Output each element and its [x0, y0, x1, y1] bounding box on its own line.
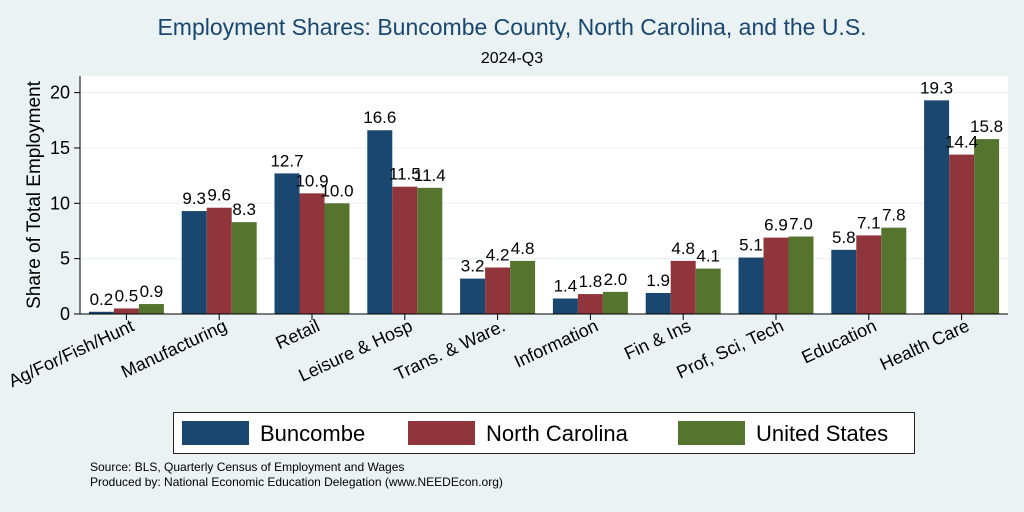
bar-north-carolina-retail	[299, 193, 325, 314]
data-label-buncombe-health-care: 19.3	[920, 78, 953, 97]
legend: Buncombe North Carolina United States	[173, 412, 915, 454]
bar-north-carolina-manufacturing	[206, 207, 232, 314]
data-label-united-states-fin-ins: 4.1	[696, 247, 720, 266]
legend-label-buncombe: Buncombe	[260, 421, 366, 446]
data-label-united-states-retail: 10.0	[320, 181, 353, 200]
bar-united-states-leisure-hosp	[417, 187, 443, 314]
data-label-united-states-health-care: 15.8	[970, 117, 1003, 136]
x-tick-label-education: Education	[798, 315, 879, 367]
bar-united-states-health-care	[974, 139, 1000, 314]
data-label-buncombe-retail: 12.7	[270, 151, 303, 170]
data-label-north-carolina-education: 7.1	[857, 213, 881, 232]
data-label-north-carolina-prof-sci-tech: 6.9	[764, 216, 788, 235]
data-label-buncombe-prof-sci-tech: 5.1	[739, 236, 763, 255]
bar-united-states-prof-sci-tech	[788, 236, 814, 314]
legend-swatch-buncombe	[182, 421, 249, 445]
bar-united-states-manufacturing	[231, 222, 257, 314]
bar-north-carolina-education	[856, 235, 882, 314]
x-tick-label-prof-sci-tech: Prof, Sci, Tech	[673, 315, 786, 382]
chart-subtitle: 2024-Q3	[480, 50, 544, 67]
data-label-north-carolina-information: 1.8	[579, 272, 603, 291]
data-label-north-carolina-leisure-hosp: 11.5	[389, 165, 421, 184]
bar-buncombe-education	[831, 249, 857, 314]
bar-chart: 0.2 0.5 0.9 9.3 9.68.3 12.710.910.0 16.6 11.511…	[5, 76, 1008, 391]
chart-notes: Source: BLS, Quarterly Census of Employm…	[90, 460, 503, 490]
data-label-united-states-leisure-hosp: 11.4	[414, 166, 446, 185]
bar-united-states-fin-ins	[695, 268, 721, 314]
bar-buncombe-information	[552, 298, 578, 314]
bar-united-states-trans-ware	[510, 260, 536, 314]
y-tick-label: 20	[50, 83, 70, 103]
data-label-united-states-prof-sci-tech: 7.0	[789, 215, 813, 234]
data-label-north-carolina-fin-ins: 4.8	[671, 239, 695, 258]
bar-north-carolina-health-care	[949, 154, 975, 314]
x-tick-label-information: Information	[511, 315, 601, 371]
legend-swatch-north-carolina	[408, 421, 475, 445]
data-label-buncombe-manufacturing: 9.3	[182, 189, 206, 208]
x-tick-label-retail: Retail	[273, 315, 323, 353]
x-tick-label-fin-ins: Fin & Ins	[621, 315, 694, 363]
data-label-north-carolina-retail: 10.9	[295, 171, 328, 190]
data-label-buncombe-ag-for-fish-hunt: 0.2	[90, 290, 114, 309]
data-label-buncombe-leisure-hosp: 16.6	[363, 108, 396, 127]
y-tick-label: 5	[60, 249, 70, 269]
data-label-buncombe-education: 5.8	[832, 228, 856, 247]
data-label-united-states-manufacturing: 8.3	[232, 200, 256, 219]
bar-united-states-retail	[324, 203, 350, 314]
bar-buncombe-ag-for-fish-hunt	[88, 311, 114, 314]
data-label-buncombe-trans-ware: 3.2	[461, 257, 485, 276]
data-label-united-states-education: 7.8	[882, 206, 906, 225]
source-note: Source: BLS, Quarterly Census of Employm…	[90, 460, 405, 474]
y-tick-label: 0	[60, 304, 70, 324]
bar-united-states-ag-for-fish-hunt	[138, 304, 164, 314]
chart-title: Employment Shares: Buncombe County, Nort…	[157, 14, 867, 40]
bar-united-states-education	[881, 227, 907, 314]
data-label-north-carolina-manufacturing: 9.6	[207, 186, 231, 205]
produced-by-note: Produced by: National Economic Education…	[90, 475, 503, 489]
data-label-united-states-information: 2.0	[604, 270, 628, 289]
x-tick-label-manufacturing: Manufacturing	[118, 315, 230, 381]
bars	[88, 100, 1000, 314]
bar-united-states-information	[602, 291, 628, 314]
bar-buncombe-trans-ware	[460, 278, 486, 314]
data-label-united-states-ag-for-fish-hunt: 0.9	[140, 282, 164, 301]
x-tick-label-health-care: Health Care	[877, 315, 973, 374]
bar-north-carolina-information	[577, 294, 603, 314]
bar-north-carolina-trans-ware	[485, 267, 511, 314]
bar-north-carolina-fin-ins	[670, 260, 696, 314]
data-label-buncombe-information: 1.4	[554, 277, 578, 296]
y-axis-label: Share of Total Employment	[24, 80, 45, 308]
bar-north-carolina-prof-sci-tech	[763, 237, 789, 314]
bar-buncombe-fin-ins	[645, 292, 671, 314]
bar-north-carolina-leisure-hosp	[392, 186, 418, 314]
x-tick-label-ag-for-fish-hunt: Ag/For/Fish/Hunt	[5, 315, 137, 391]
data-label-north-carolina-trans-ware: 4.2	[486, 246, 510, 265]
legend-label-north-carolina: North Carolina	[486, 421, 628, 446]
legend-swatch-united-states	[678, 421, 745, 445]
data-label-united-states-trans-ware: 4.8	[511, 239, 535, 258]
y-tick-label: 10	[50, 193, 70, 213]
bar-buncombe-prof-sci-tech	[738, 257, 764, 314]
bar-buncombe-retail	[274, 173, 300, 314]
y-tick-label: 15	[50, 138, 70, 158]
y-ticks: 0 5 10 15 20	[50, 83, 80, 324]
bar-labels: 0.2 0.5 0.9 9.3 9.68.3 12.710.910.0 16.6 11.511…	[90, 78, 1004, 308]
bar-north-carolina-ag-for-fish-hunt	[113, 308, 139, 314]
bar-buncombe-leisure-hosp	[367, 130, 393, 314]
bar-buncombe-health-care	[924, 100, 950, 314]
legend-label-united-states: United States	[756, 421, 889, 446]
bar-buncombe-manufacturing	[181, 211, 207, 314]
data-label-north-carolina-ag-for-fish-hunt: 0.5	[115, 286, 139, 305]
data-label-buncombe-fin-ins: 1.9	[646, 271, 670, 290]
data-label-north-carolina-health-care: 14.4	[945, 133, 978, 152]
